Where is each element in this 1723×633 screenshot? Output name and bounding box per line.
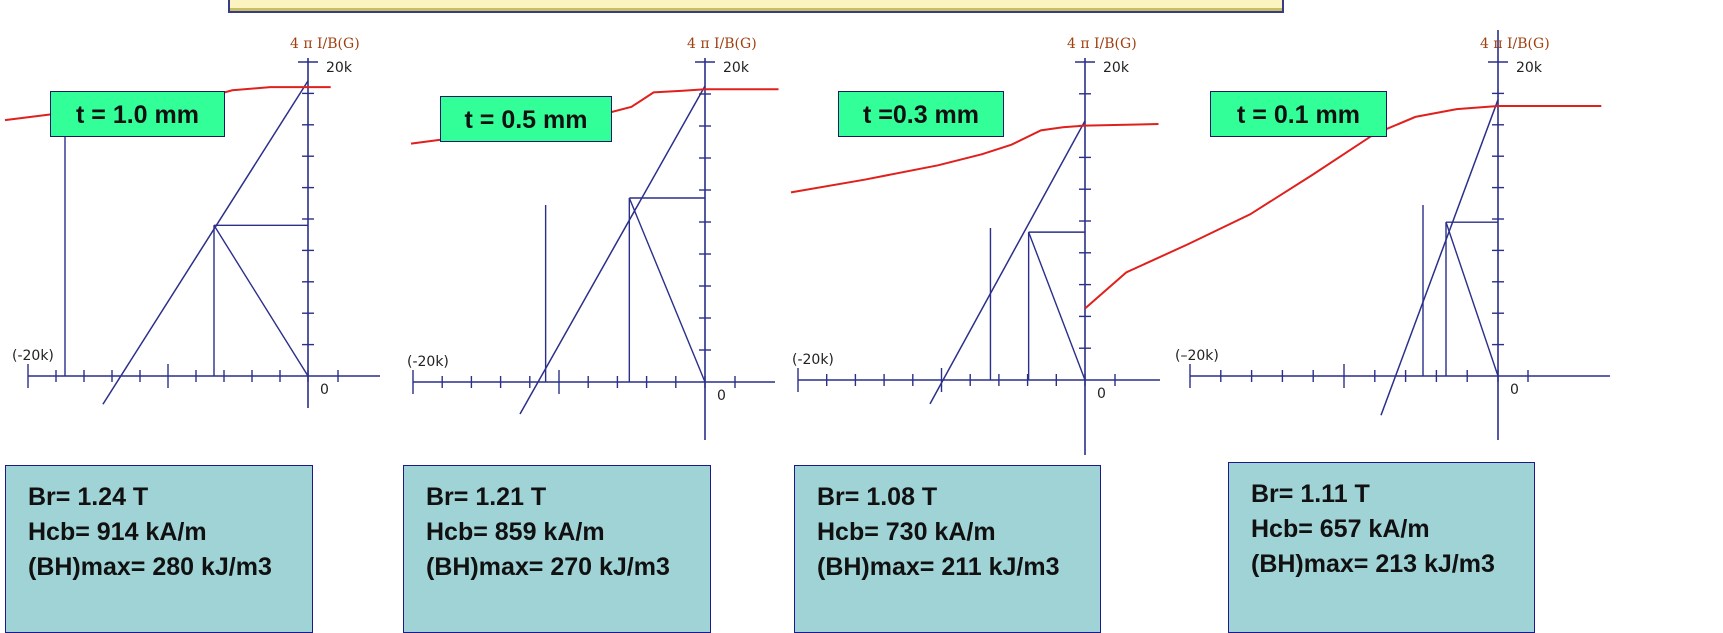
bh-curve-plot: 4 π I/B(G) 20k (–20k) 0	[1084, 30, 1610, 440]
chart-panel-2: 4 π I/B(G) 20k (-20k) 0	[395, 0, 815, 633]
bhmax-value: (BH)max= 213 kJ/m3	[1251, 550, 1495, 578]
origin-label: 0	[717, 388, 726, 404]
load-line	[1380, 99, 1499, 416]
bhmax-diagonal-line	[628, 197, 706, 383]
y-axis-top-label: 20k	[1516, 60, 1543, 76]
y-axis-title: 4 π I/B(G)	[1480, 36, 1550, 52]
bh-curve-plot: 4 π I/B(G) 20k (-20k) 0	[407, 36, 779, 440]
top-banner	[228, 0, 1284, 13]
bhmax-value: (BH)max= 270 kJ/m3	[426, 553, 670, 581]
origin-label: 0	[1510, 382, 1519, 398]
y-axis-top-label: 20k	[723, 60, 750, 76]
x-axis-left-label: (-20k)	[407, 354, 449, 370]
br-value: Br= 1.11 T	[1251, 480, 1370, 508]
bhmax-diagonal-line	[1027, 231, 1086, 381]
bhmax-diagonal-line	[213, 224, 309, 377]
bhmax-value: (BH)max= 280 kJ/m3	[28, 553, 272, 581]
y-axis-title: 4 π I/B(G)	[1067, 36, 1137, 52]
load-line	[929, 120, 1086, 405]
results-box-4: Br= 1.11 T Hcb= 657 kA/m (BH)max= 213 kJ…	[1228, 462, 1535, 633]
y-axis-top-label: 20k	[326, 60, 353, 76]
thickness-label-1: t = 1.0 mm	[50, 91, 225, 137]
x-axis-left-label: (-20k)	[12, 348, 54, 364]
hcb-value: Hcb= 859 kA/m	[426, 518, 605, 546]
thickness-label-2: t = 0.5 mm	[440, 96, 612, 142]
bhmax-diagonal-line	[1445, 221, 1499, 377]
y-axis-title: 4 π I/B(G)	[290, 36, 360, 52]
thickness-label-4: t = 0.1 mm	[1210, 91, 1387, 137]
chart-panel-3: 4 π I/B(G) 20k (-20k) 0	[780, 0, 1200, 633]
load-line	[519, 85, 706, 415]
demagnetization-curve	[1084, 105, 1602, 310]
load-line	[102, 80, 309, 405]
demagnetization-curve	[790, 123, 1159, 194]
origin-label: 0	[320, 382, 329, 398]
y-axis-top-label: 20k	[1103, 60, 1130, 76]
chart-panel-4: 4 π I/B(G) 20k (–20k) 0	[1084, 0, 1610, 633]
hcb-value: Hcb= 914 kA/m	[28, 518, 207, 546]
results-box-3: Br= 1.08 T Hcb= 730 kA/m (BH)max= 211 kJ…	[794, 465, 1101, 633]
br-value: Br= 1.24 T	[28, 483, 149, 511]
bh-curve-plot: 4 π I/B(G) 20k (-20k) 0	[790, 36, 1160, 455]
y-axis-title: 4 π I/B(G)	[687, 36, 757, 52]
bhmax-value: (BH)max= 211 kJ/m3	[817, 553, 1060, 581]
hcb-value: Hcb= 730 kA/m	[817, 518, 996, 546]
results-box-2: Br= 1.21 T Hcb= 859 kA/m (BH)max= 270 kJ…	[403, 465, 711, 633]
chart-panel-1: 4 π I/B(G) 20k (-20k) 0	[0, 0, 420, 633]
thickness-label-3: t =0.3 mm	[838, 91, 1004, 137]
hcb-value: Hcb= 657 kA/m	[1251, 515, 1430, 543]
br-value: Br= 1.08 T	[817, 483, 938, 511]
x-axis-left-label: (–20k)	[1175, 348, 1219, 364]
br-value: Br= 1.21 T	[426, 483, 547, 511]
x-axis-left-label: (-20k)	[792, 352, 834, 368]
results-box-1: Br= 1.24 T Hcb= 914 kA/m (BH)max= 280 kJ…	[5, 465, 313, 633]
origin-label: 0	[1097, 386, 1106, 402]
bh-curve-plot: 4 π I/B(G) 20k (-20k) 0	[4, 36, 380, 408]
